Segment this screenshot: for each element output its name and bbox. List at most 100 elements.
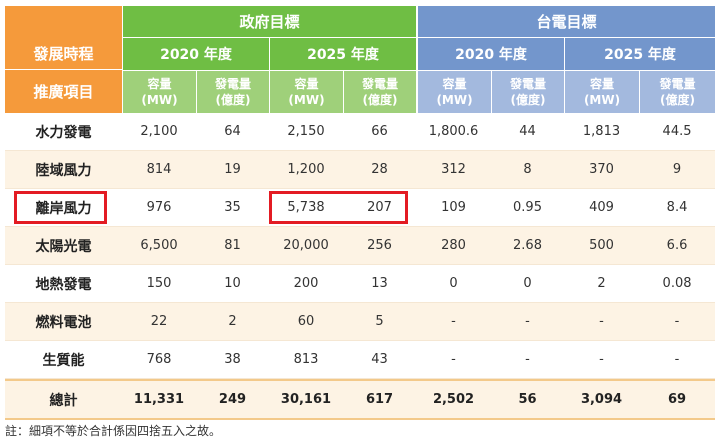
total-cell: 30,161 [269,379,343,420]
cell: 2,100 [122,113,196,151]
cell: 38 [196,341,269,379]
cell: 2 [196,303,269,341]
capacity-label: 容量 (MW) [583,77,621,107]
total-cell: 11,331 [122,379,196,420]
cell: 64 [196,113,269,151]
table-row: 水力發電 2,100 64 2,150 66 1,800.6 44 1,813 … [5,113,716,151]
gov-year-2025: 2025 年度 [269,37,417,70]
header-blank [5,6,122,37]
capacity-header: 容量 (MW) [269,70,343,113]
cell: 5 [343,303,417,341]
capacity-header: 容量 (MW) [122,70,196,113]
capacity-label: 容量 (MW) [141,77,178,107]
cell: 22 [122,303,196,341]
cell: 109 [416,189,492,227]
total-cell: 69 [639,379,716,420]
cell: 976 [122,189,196,227]
total-cell: 2,502 [416,379,492,420]
table-row: 太陽光電 6,500 81 20,000 256 280 2.68 500 6.… [5,227,716,265]
cell: 6,500 [122,227,196,265]
total-cell: 617 [343,379,417,420]
cell: 500 [564,227,640,265]
table-row: 離岸風力 976 35 5,738 207 109 0.95 409 8.4 [5,189,716,227]
row-name: 燃料電池 [5,303,122,341]
capacity-header: 容量 (MW) [416,70,492,113]
cell: 1,813 [564,113,640,151]
taipower-year-2025: 2025 年度 [564,37,716,70]
cell: 44 [491,113,565,151]
cell: - [416,303,492,341]
cell: 19 [196,151,269,189]
cell: 409 [564,189,640,227]
cell: 2.68 [491,227,565,265]
generation-header: 發電量 (億度) [639,70,716,113]
cell: 13 [343,265,417,303]
generation-header: 發電量 (億度) [343,70,417,113]
cell: 280 [416,227,492,265]
capacity-header: 容量 (MW) [564,70,640,113]
capacity-label: 容量 (MW) [288,77,325,107]
total-cell: 3,094 [564,379,640,420]
cell: 66 [343,113,417,151]
cell: 370 [564,151,640,189]
cell: 20,000 [269,227,343,265]
row-label-bottom: 推廣項目 [5,70,122,113]
table-row: 生質能 768 38 813 43 - - - - [5,341,716,379]
row-name: 陸域風力 [5,151,122,189]
generation-label: 發電量 (億度) [214,77,251,107]
generation-label: 發電量 (億度) [362,77,399,107]
capacity-label: 容量 (MW) [436,77,473,107]
cell: - [416,341,492,379]
cell: - [491,341,565,379]
cell: - [639,341,716,379]
cell: 256 [343,227,417,265]
cell: - [564,303,640,341]
gov-year-2020: 2020 年度 [122,37,269,70]
gov-target-header: 政府目標 [122,6,417,37]
cell: 813 [269,341,343,379]
row-label-top: 發展時程 [5,37,122,70]
cell: 6.6 [639,227,716,265]
cell: 43 [343,341,417,379]
total-row: 總計 11,331 249 30,161 617 2,502 56 3,094 … [5,379,716,420]
cell: 35 [196,189,269,227]
cell: 0.95 [491,189,565,227]
generation-header: 發電量 (億度) [196,70,269,113]
energy-target-table: 政府目標 台電目標 發展時程 2020 年度 2025 年度 2020 年度 2… [5,6,716,420]
total-cell: 249 [196,379,269,420]
cell: 2 [564,265,640,303]
cell: 312 [416,151,492,189]
cell: 10 [196,265,269,303]
cell: 44.5 [639,113,716,151]
cell: 28 [343,151,417,189]
cell: 9 [639,151,716,189]
cell: 150 [122,265,196,303]
cell: 814 [122,151,196,189]
row-name: 水力發電 [5,113,122,151]
cell: - [564,341,640,379]
generation-label: 發電量 (億度) [510,77,547,107]
cell: 60 [269,303,343,341]
cell: 207 [343,189,417,227]
generation-header: 發電量 (億度) [491,70,565,113]
table-row: 燃料電池 22 2 60 5 - - - - [5,303,716,341]
row-name: 生質能 [5,341,122,379]
cell: 0.08 [639,265,716,303]
cell: - [491,303,565,341]
row-name: 離岸風力 [5,189,122,227]
cell: 8.4 [639,189,716,227]
cell: 768 [122,341,196,379]
taipower-year-2020: 2020 年度 [416,37,565,70]
taipower-target-header: 台電目標 [416,6,716,37]
cell: 81 [196,227,269,265]
cell: 1,200 [269,151,343,189]
total-name: 總計 [5,379,122,420]
row-name: 地熱發電 [5,265,122,303]
row-name: 太陽光電 [5,227,122,265]
cell: 1,800.6 [416,113,492,151]
cell: 200 [269,265,343,303]
cell: 5,738 [269,189,343,227]
cell: 8 [491,151,565,189]
table-row: 地熱發電 150 10 200 13 0 0 2 0.08 [5,265,716,303]
generation-label: 發電量 (億度) [659,77,696,107]
